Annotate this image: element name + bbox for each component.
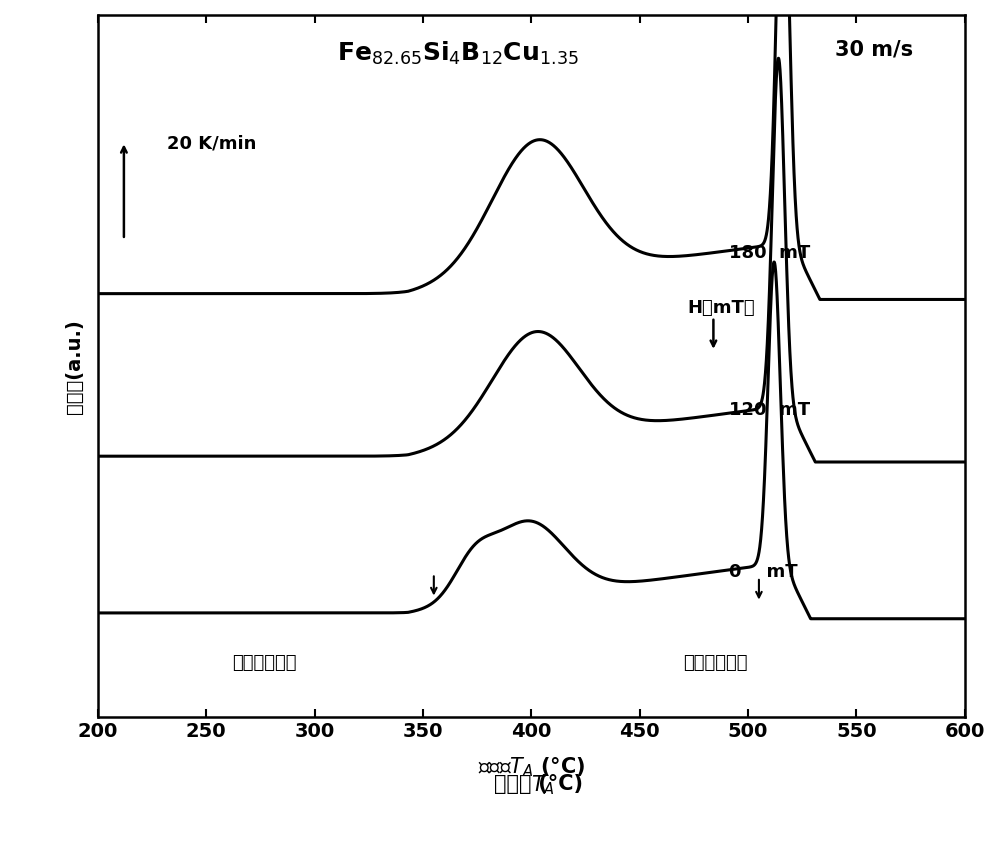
Text: 第一晶化温度: 第一晶化温度 bbox=[232, 654, 297, 671]
X-axis label: 温度，$T_{A}$ (°C): 温度，$T_{A}$ (°C) bbox=[478, 755, 585, 779]
Text: (°C): (°C) bbox=[531, 774, 583, 794]
Text: 0    mT: 0 mT bbox=[729, 563, 797, 581]
Text: H（mT）: H（mT） bbox=[687, 299, 755, 317]
Y-axis label: 放热，(a.u.): 放热，(a.u.) bbox=[65, 319, 84, 414]
Text: 180  mT: 180 mT bbox=[729, 244, 810, 262]
Text: 30 m/s: 30 m/s bbox=[835, 40, 913, 60]
Text: 120  mT: 120 mT bbox=[729, 401, 810, 419]
Text: 温度，: 温度， bbox=[494, 774, 531, 794]
Text: 20 K/min: 20 K/min bbox=[167, 134, 257, 152]
Text: Fe$_{82.65}$Si$_4$B$_{12}$Cu$_{1.35}$: Fe$_{82.65}$Si$_4$B$_{12}$Cu$_{1.35}$ bbox=[337, 40, 579, 66]
Text: $T_{A}$: $T_{A}$ bbox=[531, 774, 555, 797]
Text: 第二晶化温度: 第二晶化温度 bbox=[683, 654, 748, 671]
